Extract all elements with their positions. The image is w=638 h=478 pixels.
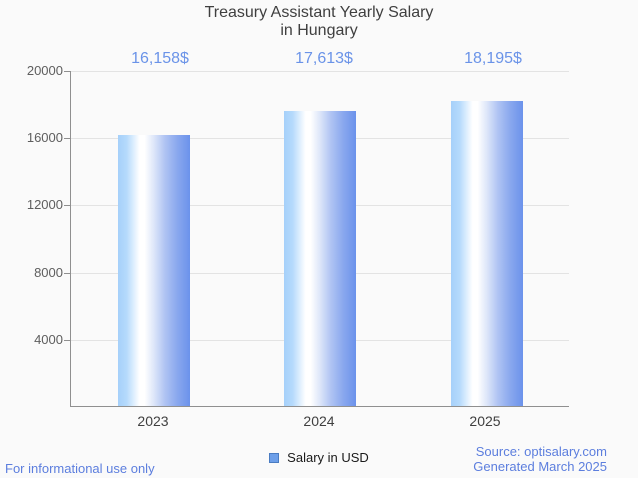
chart-title-line2: in Hungary bbox=[280, 22, 358, 39]
y-axis-tick bbox=[64, 71, 70, 72]
source-text: Source: optisalary.com bbox=[475, 444, 607, 459]
chart-title-line1: Treasury Assistant Yearly Salary bbox=[204, 4, 434, 21]
gridline bbox=[71, 71, 569, 72]
legend-label: Salary in USD bbox=[287, 450, 369, 465]
x-axis-label-2023: 2023 bbox=[137, 413, 169, 429]
bar-value-label-2025: 18,195$ bbox=[464, 50, 522, 67]
disclaimer-text: For informational use only bbox=[5, 461, 155, 476]
legend-swatch-icon bbox=[269, 452, 280, 463]
y-axis-tick-label: 20000 bbox=[26, 63, 63, 78]
bar-2024 bbox=[284, 110, 356, 406]
y-axis-tick-label: 4000 bbox=[34, 331, 63, 347]
y-axis-tick-label: 12000 bbox=[26, 197, 63, 213]
source-block: Source: optisalary.com Generated March 2… bbox=[473, 444, 607, 474]
bar-value-label-2023: 16,158$ bbox=[131, 50, 189, 67]
x-axis-label-2025: 2025 bbox=[469, 413, 501, 429]
y-axis-tick-label: 16000 bbox=[26, 130, 63, 146]
y-axis-tick bbox=[64, 205, 70, 207]
x-axis-label-2024: 2024 bbox=[303, 413, 335, 429]
y-axis-tick bbox=[64, 272, 70, 274]
y-axis-tick-label: 8000 bbox=[34, 264, 63, 280]
chart-title: Treasury Assistant Yearly Salary in Hung… bbox=[0, 4, 638, 40]
plot-area bbox=[64, 71, 569, 407]
legend: Salary in USD bbox=[0, 450, 638, 465]
generated-text: Generated March 2025 bbox=[473, 458, 607, 474]
bar-2023 bbox=[118, 135, 190, 406]
y-axis-tick bbox=[64, 138, 70, 140]
y-axis-tick bbox=[64, 339, 70, 341]
bar-2025 bbox=[451, 101, 523, 406]
bar-value-label-2024: 17,613$ bbox=[295, 50, 353, 67]
